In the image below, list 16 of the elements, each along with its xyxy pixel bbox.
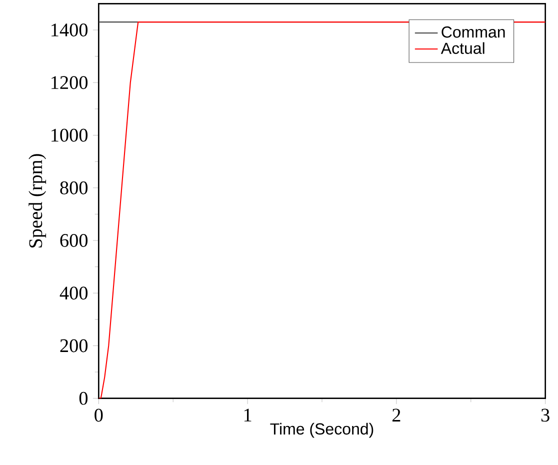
x-tick-label: 1 xyxy=(244,408,252,422)
y-tick-label: 600 xyxy=(60,234,88,247)
legend-label: Comman xyxy=(442,26,505,38)
y-axis-title: Speed (rpm) xyxy=(28,154,46,248)
y-tick-label: 400 xyxy=(60,286,88,300)
y-tick-label: 1400 xyxy=(52,23,88,36)
x-axis-title: Time (Second) xyxy=(270,422,374,438)
y-tick-label: 1000 xyxy=(52,128,88,142)
y-tick-label: 200 xyxy=(60,339,88,352)
y-tick-label: 800 xyxy=(60,181,88,194)
x-tick-label: 2 xyxy=(392,408,400,422)
legend-label: Actual xyxy=(440,42,484,54)
x-tick-label: 0 xyxy=(94,408,103,422)
y-tick-label: 0 xyxy=(79,392,88,405)
y-tick-label: 1200 xyxy=(52,76,88,90)
x-tick-label: 3 xyxy=(541,408,550,422)
